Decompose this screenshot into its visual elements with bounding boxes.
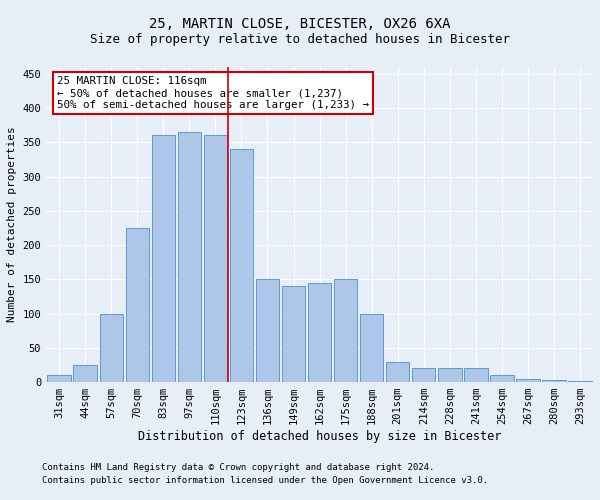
Bar [152, 136, 175, 382]
Bar [178, 132, 201, 382]
Text: Size of property relative to detached houses in Bicester: Size of property relative to detached ho… [90, 32, 510, 46]
X-axis label: Distribution of detached houses by size in Bicester: Distribution of detached houses by size … [138, 430, 501, 443]
Bar [73, 365, 97, 382]
Bar [568, 381, 592, 382]
Bar [203, 136, 227, 382]
Bar [490, 376, 514, 382]
Text: 25, MARTIN CLOSE, BICESTER, OX26 6XA: 25, MARTIN CLOSE, BICESTER, OX26 6XA [149, 18, 451, 32]
Bar [516, 378, 539, 382]
Bar [282, 286, 305, 382]
Bar [464, 368, 488, 382]
Bar [438, 368, 461, 382]
Bar [386, 362, 409, 382]
Bar [230, 149, 253, 382]
Text: 25 MARTIN CLOSE: 116sqm
← 50% of detached houses are smaller (1,237)
50% of semi: 25 MARTIN CLOSE: 116sqm ← 50% of detache… [57, 76, 369, 110]
Text: Contains HM Land Registry data © Crown copyright and database right 2024.: Contains HM Land Registry data © Crown c… [42, 464, 434, 472]
Y-axis label: Number of detached properties: Number of detached properties [7, 126, 17, 322]
Text: Contains public sector information licensed under the Open Government Licence v3: Contains public sector information licen… [42, 476, 488, 485]
Bar [542, 380, 566, 382]
Bar [412, 368, 436, 382]
Bar [308, 283, 331, 382]
Bar [125, 228, 149, 382]
Bar [256, 280, 279, 382]
Bar [100, 314, 123, 382]
Bar [334, 280, 358, 382]
Bar [360, 314, 383, 382]
Bar [47, 376, 71, 382]
